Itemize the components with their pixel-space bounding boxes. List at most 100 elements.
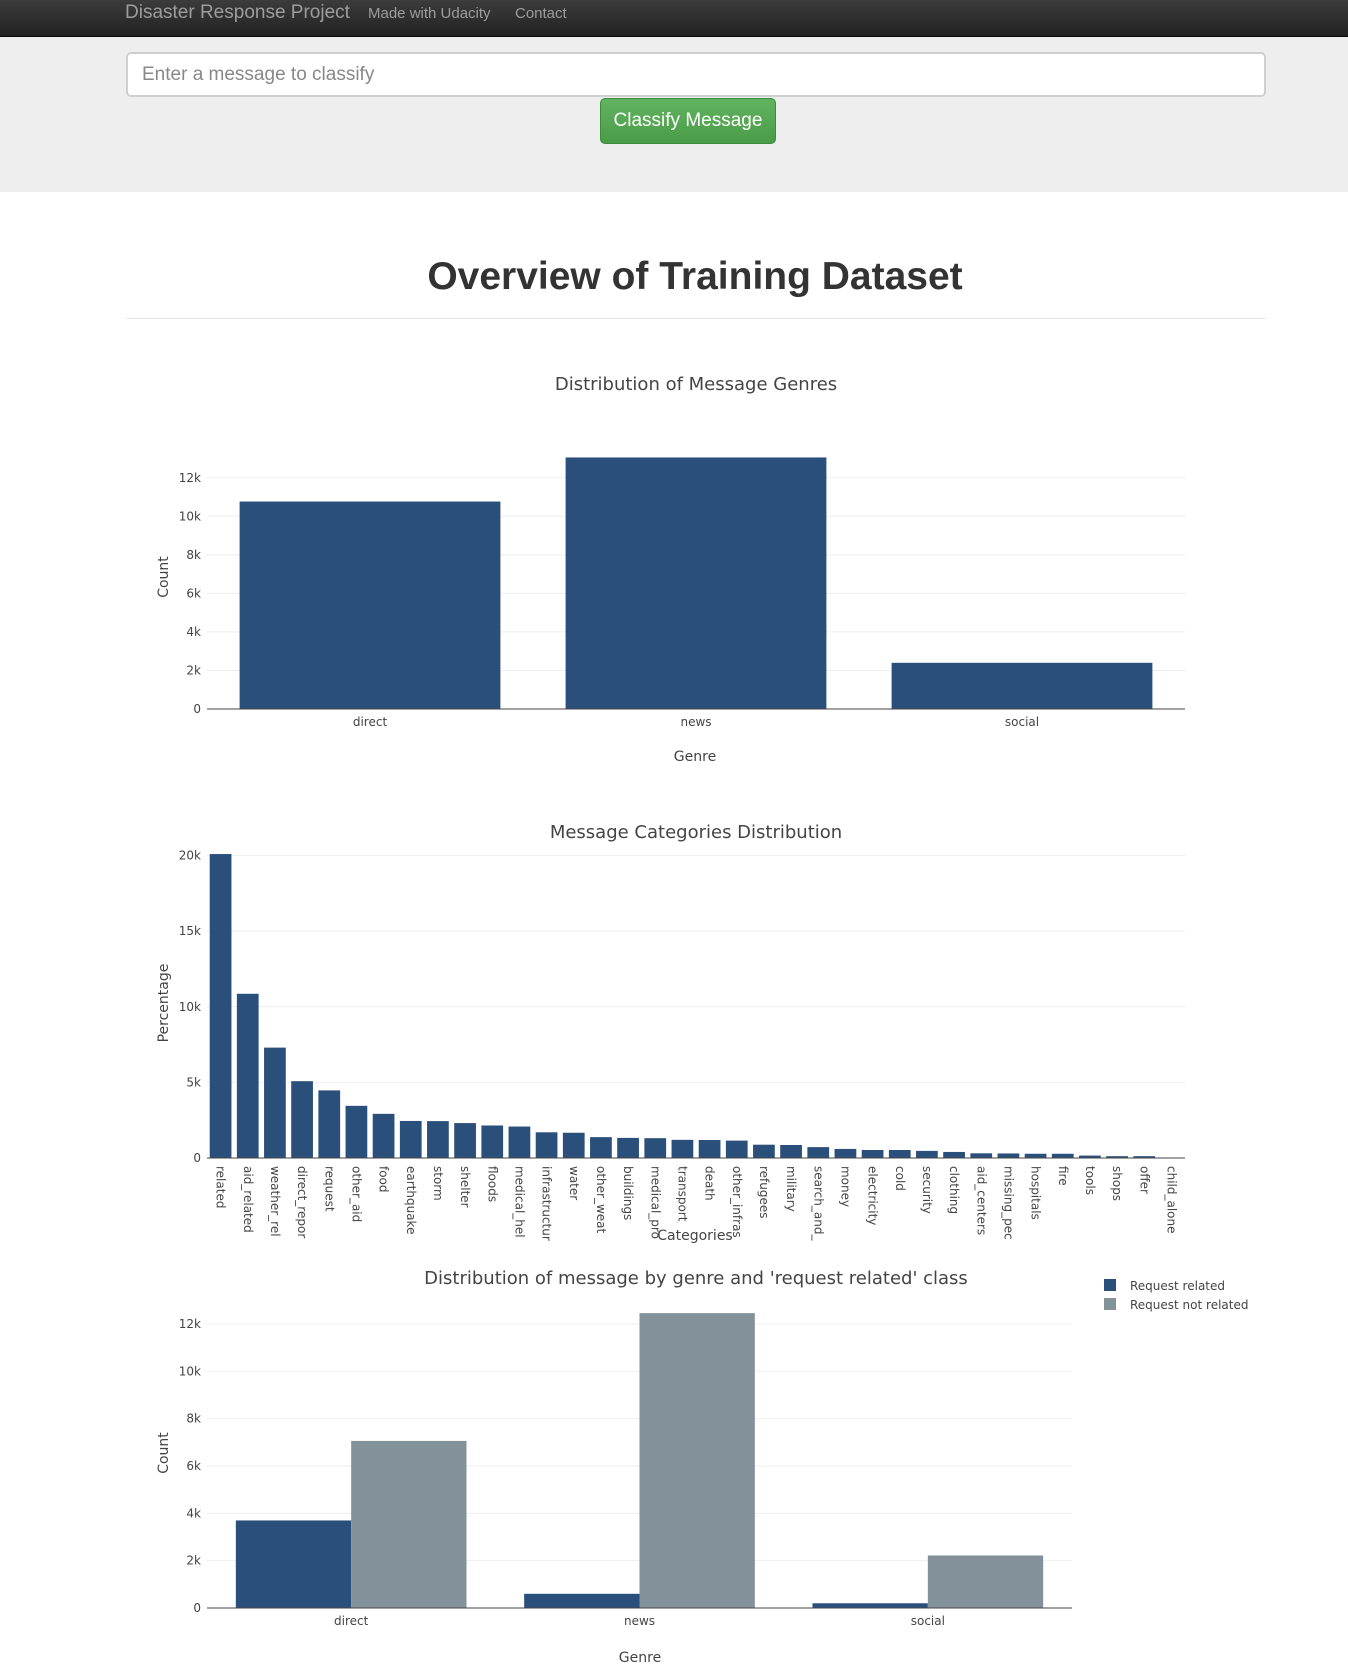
bar-fire	[1051, 1153, 1074, 1158]
bar-tools	[1079, 1155, 1101, 1158]
y-tick-label: 12k	[179, 1317, 201, 1331]
bar-clothing	[943, 1151, 965, 1158]
x-tick-label: social	[911, 1614, 945, 1628]
bar-money	[834, 1148, 857, 1158]
y-axis-label: Count	[156, 556, 172, 598]
bar-aid_related	[236, 993, 259, 1158]
x-tick-label: search_and_	[811, 1166, 825, 1241]
x-tick-label: floods	[485, 1166, 499, 1202]
legend-label: Request related	[1130, 1279, 1225, 1293]
bar-military	[780, 1144, 802, 1158]
bar-search_and_	[807, 1147, 830, 1158]
x-tick-label: social	[1005, 715, 1039, 729]
x-tick-label: direct	[334, 1614, 369, 1628]
bar-buildings	[617, 1137, 639, 1158]
x-tick-label: death	[703, 1166, 717, 1201]
bar-request-not-related-news	[639, 1313, 755, 1608]
title-divider	[126, 318, 1266, 319]
x-tick-label: aid_centers	[974, 1166, 988, 1235]
y-axis-label: Count	[156, 1432, 172, 1474]
bar-security	[916, 1150, 938, 1158]
y-tick-label: 2k	[186, 1554, 201, 1568]
x-tick-label: fire	[1056, 1166, 1070, 1186]
chart-title: Message Categories Distribution	[550, 822, 842, 843]
x-axis-label: Genre	[619, 1650, 661, 1666]
y-tick-label: 6k	[186, 586, 201, 600]
legend-swatch	[1104, 1298, 1116, 1310]
x-tick-label: news	[680, 715, 711, 729]
bar-direct	[239, 501, 501, 709]
x-tick-label: aid_related	[241, 1166, 255, 1233]
bar-request	[318, 1090, 341, 1158]
y-tick-label: 10k	[179, 1364, 201, 1378]
nav-link-contact[interactable]: Contact	[515, 5, 567, 22]
x-tick-label: security	[920, 1166, 934, 1214]
x-tick-label: direct	[353, 715, 388, 729]
bar-direct_repor	[291, 1081, 313, 1158]
x-tick-label: refugees	[757, 1166, 771, 1219]
bar-aid_centers	[970, 1153, 993, 1158]
x-tick-label: hospitals	[1029, 1166, 1043, 1220]
x-tick-label: shelter	[458, 1166, 472, 1208]
x-tick-label: other_weat	[594, 1166, 608, 1234]
x-tick-label: food	[377, 1166, 391, 1193]
bar-storm	[427, 1121, 449, 1158]
y-tick-label: 10k	[179, 509, 201, 523]
x-tick-label: offer	[1137, 1166, 1151, 1194]
x-tick-label: clothing	[947, 1166, 961, 1214]
bar-electricity	[861, 1149, 884, 1158]
bar-offer	[1133, 1156, 1156, 1158]
y-tick-label: 0	[193, 1601, 201, 1615]
bar-shelter	[454, 1123, 476, 1158]
bar-social	[891, 662, 1153, 709]
bar-other_aid	[345, 1105, 368, 1158]
bar-request-related-direct	[235, 1520, 352, 1608]
x-tick-label: earthquake	[404, 1166, 418, 1234]
y-tick-label: 12k	[179, 471, 201, 485]
x-tick-label: weather_rel	[268, 1166, 282, 1237]
x-tick-label: medical_hel	[512, 1166, 526, 1238]
y-tick-label: 4k	[186, 1506, 201, 1520]
bar-shops	[1106, 1156, 1128, 1158]
category-distribution-chart: Message Categories Distribution 0 5k 10k 15k…	[156, 822, 1185, 1244]
bar-refugees	[753, 1144, 775, 1158]
x-tick-label: direct_repor	[295, 1166, 309, 1238]
navbar: Disaster Response Project Made with Udac…	[0, 0, 1348, 37]
nav-link-udacity[interactable]: Made with Udacity	[368, 5, 491, 22]
x-tick-label: medical_pro	[648, 1166, 662, 1239]
bar-news	[565, 457, 827, 709]
bar-food	[372, 1113, 395, 1158]
y-tick-label: 2k	[186, 663, 201, 677]
bar-cold	[888, 1149, 911, 1158]
page-title: Overview of Training Dataset	[427, 255, 963, 298]
legend-label: Request not related	[1130, 1298, 1248, 1312]
bar-death	[698, 1140, 721, 1158]
x-tick-label: request	[322, 1166, 336, 1212]
legend-swatch	[1104, 1279, 1116, 1291]
bar-request-related-social	[812, 1603, 928, 1608]
bar-medical_pro	[644, 1138, 667, 1158]
y-tick-label: 5k	[186, 1075, 201, 1089]
x-tick-label: transport	[675, 1166, 689, 1222]
x-axis-label: Categories	[657, 1228, 732, 1244]
x-tick-label: news	[624, 1614, 655, 1628]
y-axis-label: Percentage	[156, 964, 172, 1043]
bar-medical_hel	[508, 1126, 531, 1158]
x-tick-label: storm	[431, 1166, 445, 1201]
y-tick-label: 10k	[179, 1000, 201, 1014]
brand-link[interactable]: Disaster Response Project	[125, 2, 350, 23]
classify-button[interactable]: Classify Message	[600, 98, 776, 144]
y-tick-label: 0	[193, 702, 201, 716]
bar-request-not-related-social	[927, 1555, 1044, 1608]
bar-request-not-related-direct	[351, 1440, 467, 1608]
y-tick-label: 4k	[186, 625, 201, 639]
y-tick-label: 15k	[179, 924, 201, 938]
bar-missing_pec	[997, 1153, 1020, 1158]
x-tick-label: tools	[1083, 1166, 1097, 1195]
message-input[interactable]	[126, 52, 1266, 97]
x-tick-label: cold	[893, 1166, 907, 1191]
bar-request-related-news	[524, 1593, 640, 1608]
bar-weather_rel	[264, 1047, 286, 1158]
x-tick-label: infrastructur	[540, 1166, 554, 1241]
chart-title: Distribution of Message Genres	[555, 374, 837, 395]
